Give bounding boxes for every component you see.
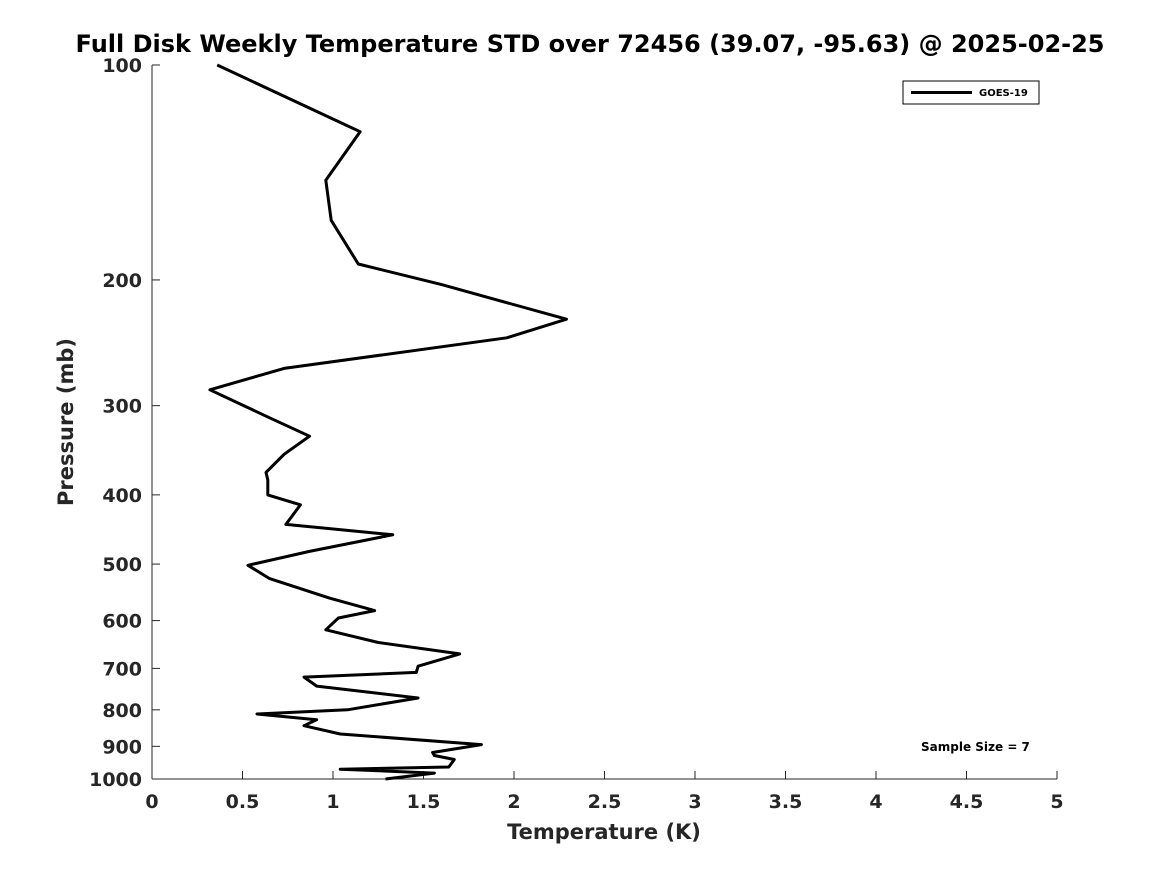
- y-axis-label: Pressure (mb): [54, 338, 78, 506]
- x-axis-label: Temperature (K): [507, 820, 701, 844]
- legend: GOES-19: [902, 80, 1040, 105]
- x-tick-label-1-5: 1.5: [407, 791, 441, 813]
- x-tick-label-1: 1: [326, 791, 339, 813]
- y-tick-label-600: 600: [102, 611, 142, 633]
- y-tick-label-200: 200: [102, 270, 142, 292]
- series-layer: [208, 63, 568, 781]
- x-tick-label-3: 3: [688, 791, 701, 813]
- legend-entry-goes-19: GOES-19: [979, 88, 1028, 99]
- y-tick-label-700: 700: [102, 658, 142, 680]
- chart-title: Full Disk Weekly Temperature STD over 72…: [76, 30, 1105, 58]
- x-tick-label-4: 4: [869, 791, 882, 813]
- x-axis-ticks: 0 0.5 1 1.5 2 2.5 3 3.5 4 4.5 5: [145, 771, 1064, 813]
- y-axis-ticks: 100 200 300 400 500 600 700 800 900 1000: [89, 55, 160, 791]
- x-tick-label-5: 5: [1050, 791, 1063, 813]
- y-tick-label-400: 400: [102, 485, 142, 507]
- sample-size-annotation: Sample Size = 7: [921, 740, 1030, 754]
- y-tick-label-100: 100: [102, 55, 142, 77]
- x-tick-label-0: 0: [145, 791, 158, 813]
- y-tick-label-1000: 1000: [89, 769, 142, 791]
- y-tick-label-900: 900: [102, 736, 142, 758]
- x-tick-label-0-5: 0.5: [226, 791, 260, 813]
- x-tick-label-4-5: 4.5: [950, 791, 984, 813]
- y-tick-label-300: 300: [102, 396, 142, 418]
- x-tick-label-2: 2: [507, 791, 520, 813]
- x-tick-label-3-5: 3.5: [769, 791, 803, 813]
- series-line-goes-19: [208, 63, 568, 781]
- y-tick-label-500: 500: [102, 554, 142, 576]
- x-tick-label-2-5: 2.5: [588, 791, 622, 813]
- y-tick-label-800: 800: [102, 700, 142, 722]
